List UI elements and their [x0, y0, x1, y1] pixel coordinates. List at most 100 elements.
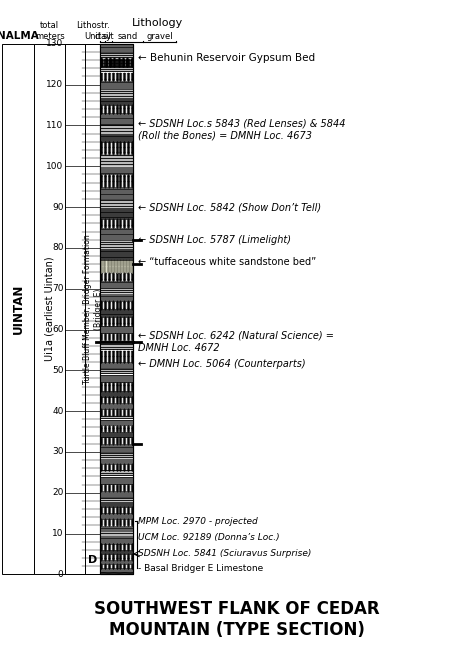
Bar [100, 362, 133, 368]
Text: clay: clay [94, 32, 111, 41]
Text: MPM Loc. 2970 - projected: MPM Loc. 2970 - projected [138, 517, 258, 526]
Bar [100, 550, 133, 554]
Bar [100, 535, 133, 544]
Bar [100, 350, 133, 362]
Bar [100, 426, 133, 432]
Bar [100, 340, 133, 350]
Text: 60: 60 [52, 325, 64, 334]
Bar [100, 415, 133, 419]
Bar [100, 382, 133, 391]
Bar [100, 497, 133, 501]
Text: 0: 0 [58, 570, 64, 579]
Bar [100, 272, 133, 281]
Bar [100, 289, 133, 293]
Bar [100, 477, 133, 484]
Bar [100, 166, 133, 174]
Text: - Basal Bridger E Limestone: - Basal Bridger E Limestone [138, 564, 264, 573]
Bar [100, 134, 133, 142]
Bar [100, 526, 133, 531]
Bar [100, 484, 133, 491]
Bar [100, 293, 133, 301]
Bar [100, 560, 133, 564]
Bar [100, 219, 133, 228]
Text: 70: 70 [52, 284, 64, 293]
Bar [100, 374, 133, 382]
Bar [100, 105, 133, 114]
Text: ← SDSNH Loc. 6242 (Natural Science) =
DMNH Loc. 4672: ← SDSNH Loc. 6242 (Natural Science) = DM… [138, 330, 334, 353]
Bar [100, 81, 133, 89]
Text: 40: 40 [52, 406, 64, 415]
Bar [100, 409, 133, 415]
Text: 50: 50 [52, 366, 64, 375]
Bar [100, 207, 133, 219]
Bar [100, 72, 133, 81]
Bar [100, 142, 133, 154]
Text: gravel: gravel [146, 32, 173, 41]
Text: NALMA: NALMA [0, 30, 39, 41]
Text: ← “tuffaceous white sandstone bed”: ← “tuffaceous white sandstone bed” [138, 257, 317, 267]
Bar [100, 438, 133, 444]
Bar [34, 44, 65, 575]
Text: D: D [88, 555, 98, 565]
Text: Ui1a (earliest Uintan): Ui1a (earliest Uintan) [45, 257, 55, 361]
Bar [85, 44, 100, 575]
Bar [100, 568, 133, 572]
Text: 90: 90 [52, 203, 64, 212]
Text: ← SDSNH Loc. 5787 (Limelight): ← SDSNH Loc. 5787 (Limelight) [138, 235, 292, 244]
Bar [100, 97, 133, 105]
Text: SDSNH Loc. 5841 (Sciuravus Surprise): SDSNH Loc. 5841 (Sciuravus Surprise) [138, 550, 312, 559]
Bar [100, 309, 133, 317]
Bar [100, 174, 133, 186]
Bar [100, 513, 133, 519]
Bar [100, 44, 133, 52]
Bar [100, 432, 133, 438]
Bar [100, 368, 133, 374]
Bar [100, 228, 133, 240]
Bar [100, 240, 133, 248]
Bar [100, 458, 133, 464]
Text: 110: 110 [46, 121, 64, 130]
Bar [100, 260, 133, 272]
Text: ← SDSNH Loc.s 5843 (Red Lenses) & 5844
(Roll the Bones) = DMNH Loc. 4673: ← SDSNH Loc.s 5843 (Red Lenses) & 5844 (… [138, 118, 346, 141]
Text: Turtle Bluff Member, Bridger Formation
(Bridger E): Turtle Bluff Member, Bridger Formation (… [83, 234, 103, 384]
Text: silt: silt [103, 32, 115, 41]
Text: 10: 10 [52, 529, 64, 538]
Bar [100, 281, 133, 289]
Bar [100, 89, 133, 97]
Bar [100, 444, 133, 452]
Text: Lithostr.
Unit: Lithostr. Unit [76, 21, 110, 41]
Text: SOUTHWEST FLANK OF CEDAR
MOUNTAIN (TYPE SECTION): SOUTHWEST FLANK OF CEDAR MOUNTAIN (TYPE … [94, 600, 380, 639]
Bar [100, 126, 133, 134]
Bar [100, 464, 133, 470]
Bar [100, 44, 133, 575]
Text: ← DMNH Loc. 5064 (Counterparts): ← DMNH Loc. 5064 (Counterparts) [138, 359, 306, 369]
Bar [100, 58, 133, 66]
Bar [100, 572, 133, 575]
Bar [100, 333, 133, 340]
Bar [100, 391, 133, 397]
Text: UCM Loc. 92189 (Donna’s Loc.): UCM Loc. 92189 (Donna’s Loc.) [138, 533, 280, 542]
Bar [100, 397, 133, 403]
Bar [100, 507, 133, 513]
Bar [100, 154, 133, 166]
Bar [100, 531, 133, 535]
Bar [100, 44, 133, 575]
Text: Lithology: Lithology [132, 18, 183, 28]
Text: 100: 100 [46, 162, 64, 171]
Bar [100, 52, 133, 58]
Text: 30: 30 [52, 448, 64, 457]
Bar [2, 44, 34, 575]
Text: ← Behunin Reservoir Gypsum Bed: ← Behunin Reservoir Gypsum Bed [138, 53, 316, 63]
Bar [100, 519, 133, 526]
Text: 80: 80 [52, 243, 64, 252]
Bar [100, 501, 133, 507]
Text: total
meters: total meters [35, 21, 64, 41]
Text: 20: 20 [52, 488, 64, 497]
Bar [100, 564, 133, 568]
Bar [100, 301, 133, 309]
Bar [100, 114, 133, 126]
Bar [100, 186, 133, 199]
Text: ← SDSNH Loc. 5842 (Show Don’t Tell): ← SDSNH Loc. 5842 (Show Don’t Tell) [138, 202, 321, 212]
Text: sand: sand [118, 32, 138, 41]
Text: 130: 130 [46, 39, 64, 48]
